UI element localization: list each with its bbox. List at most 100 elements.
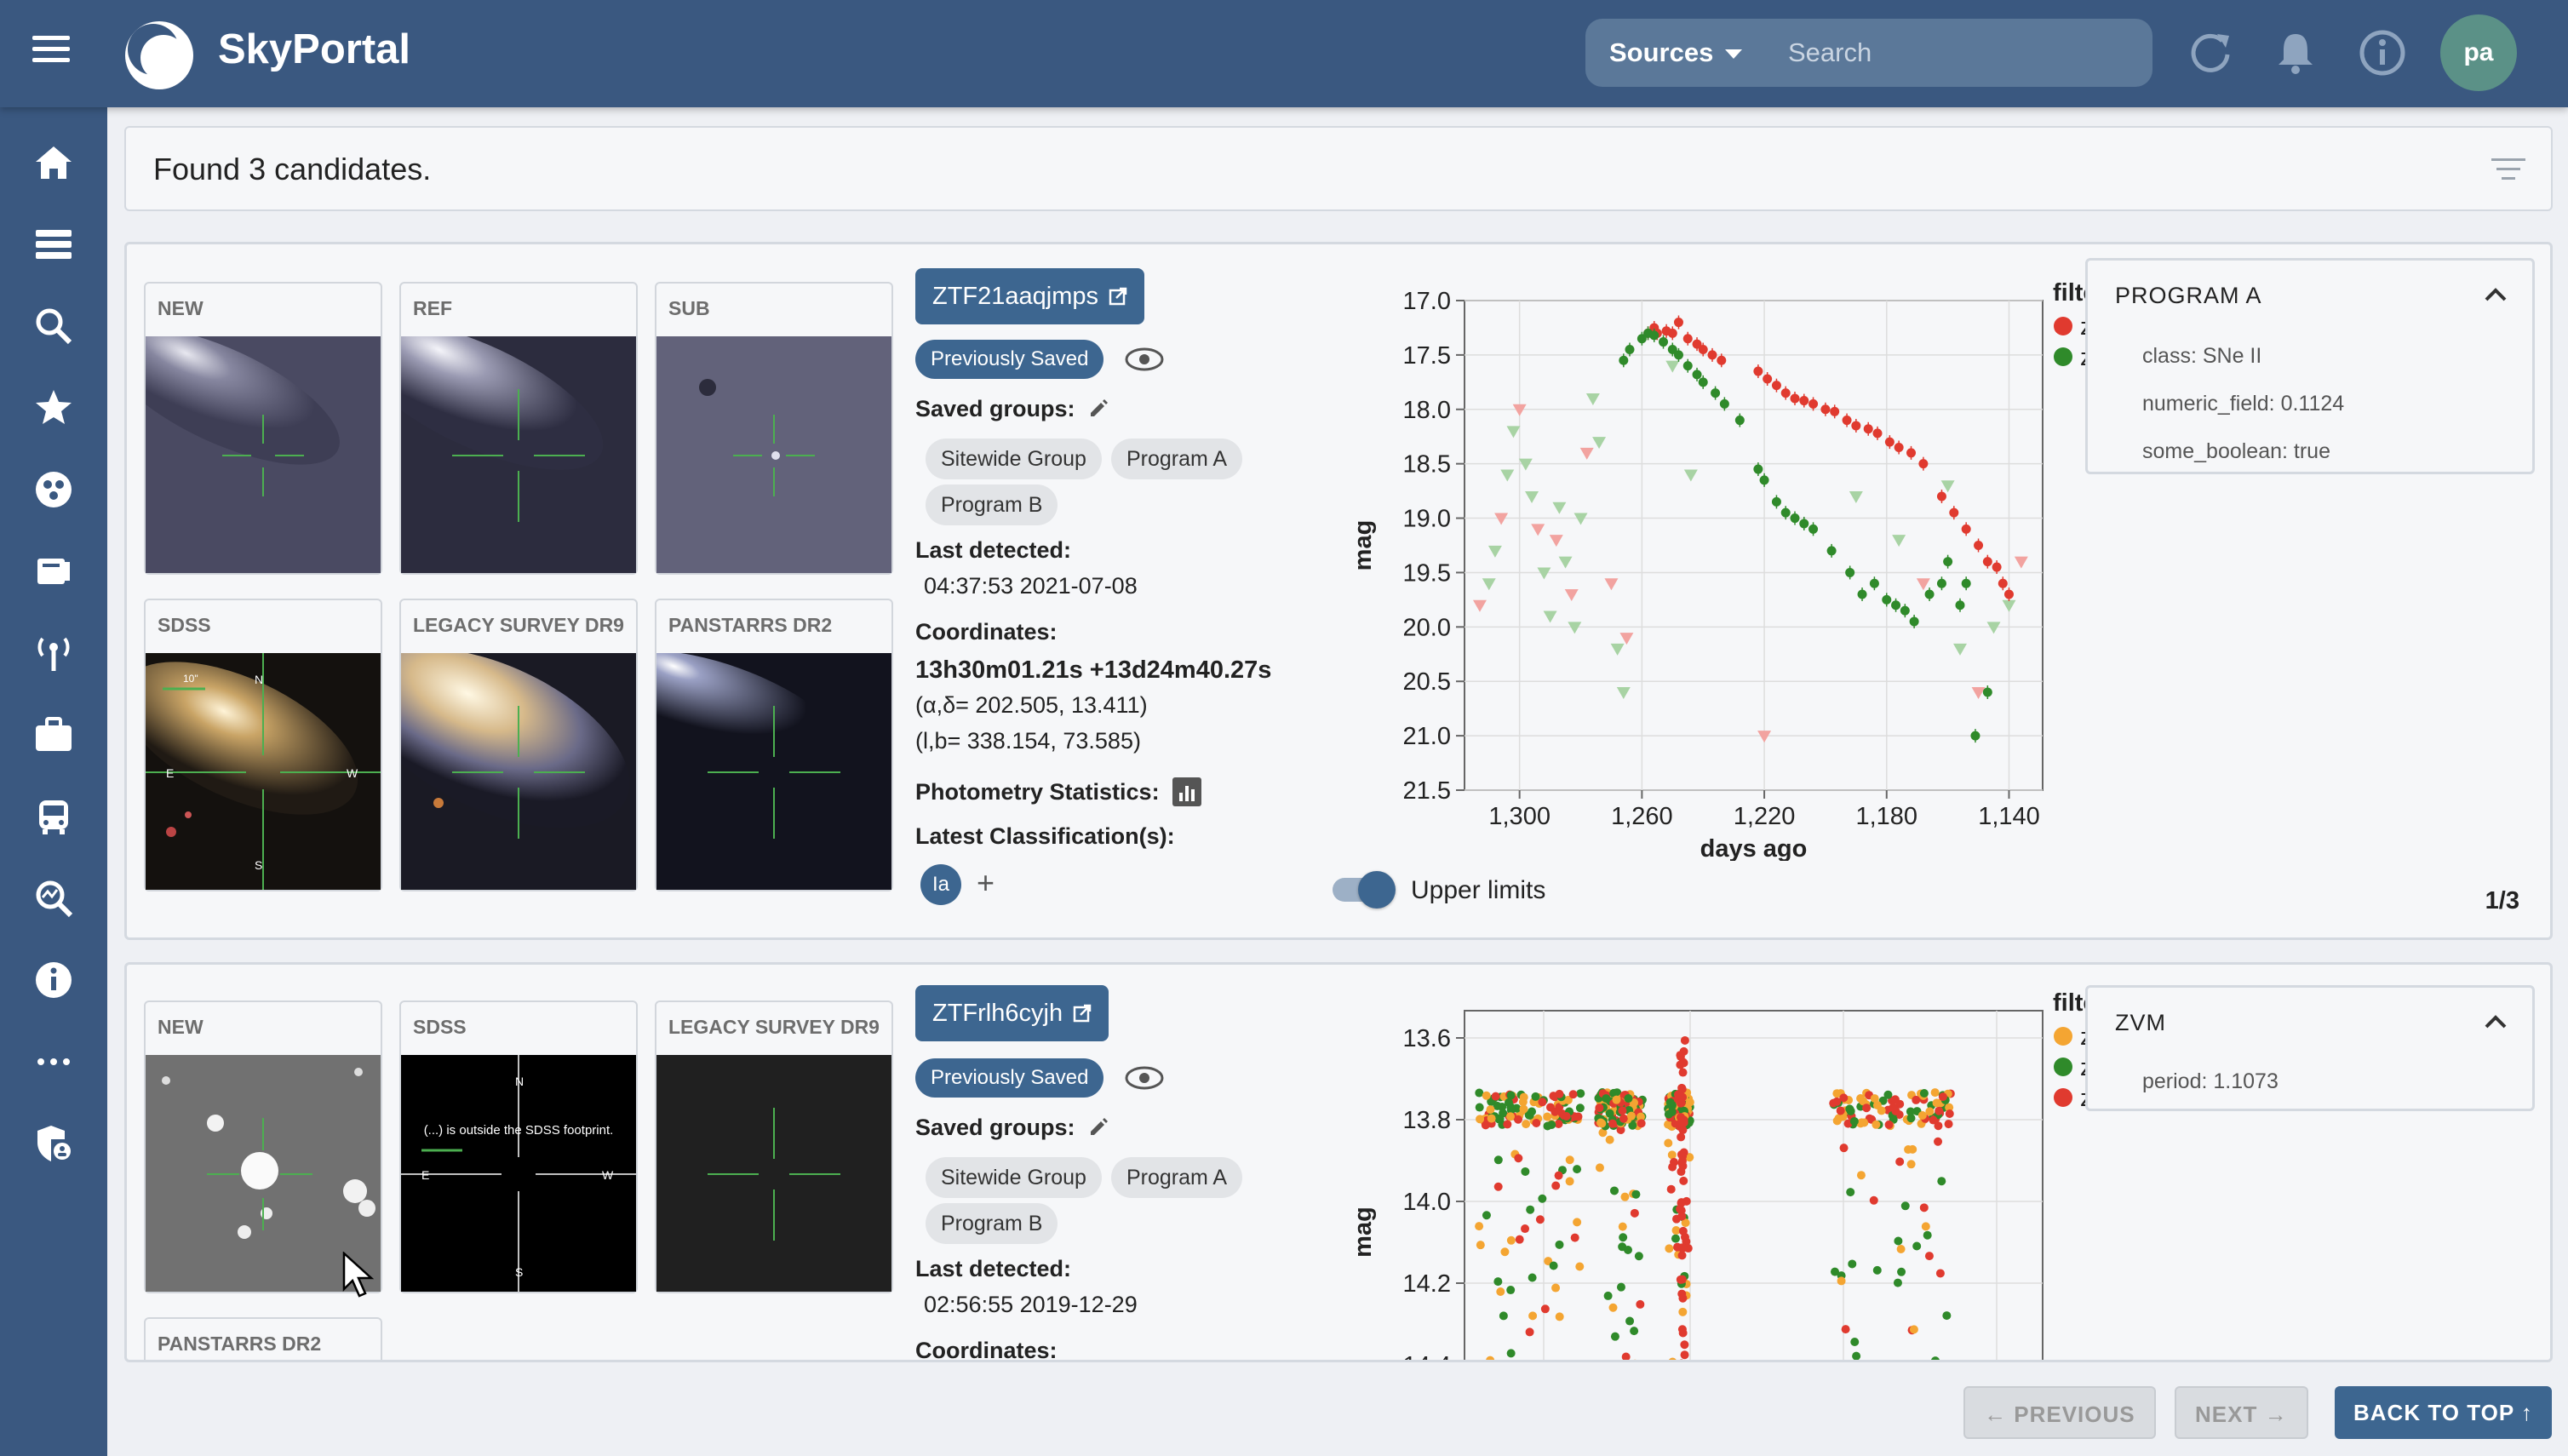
photometry-point [1832, 1097, 1842, 1106]
photometry-point [1630, 1208, 1639, 1218]
light-curve-chart[interactable]: 13.613.814.014.214.4magfilterztfiztfgztf… [1298, 985, 2167, 1362]
observing-antenna-icon[interactable] [32, 632, 75, 674]
instruments-briefcase-icon[interactable] [32, 714, 75, 756]
add-classification-plus-icon[interactable]: + [977, 865, 995, 900]
chevron-up-icon[interactable] [2483, 286, 2508, 303]
thumbnail-image[interactable] [401, 653, 636, 890]
ztfg-point [1869, 578, 1879, 588]
thumbnail-label: SDSS [413, 1016, 467, 1038]
classification-chip[interactable]: Ia [920, 864, 961, 905]
app-title[interactable]: SkyPortal [218, 26, 411, 72]
object-id-button[interactable]: ZTF21aaqjmps [915, 268, 1145, 324]
ztfg-point [1771, 496, 1781, 507]
photometry-point [1678, 1126, 1688, 1135]
analysis-search-icon[interactable] [32, 877, 75, 920]
coordinates-label: Coordinates: [915, 1338, 1058, 1362]
thumbnail-label: PANSTARRS DR2 [668, 614, 833, 636]
about-info-icon[interactable] [32, 959, 75, 1001]
home-icon[interactable] [32, 141, 75, 184]
y-tick-label: 13.8 [1403, 1107, 1451, 1134]
photometry-point [1677, 1156, 1687, 1166]
search-type-dropdown[interactable]: Sources [1609, 37, 1743, 68]
upper-limit-marker [1683, 469, 1698, 482]
photometry-point [1679, 1359, 1683, 1360]
search-icon[interactable] [32, 305, 75, 347]
upper-limits-toggle[interactable] [1329, 871, 1396, 909]
photometry-point [1665, 1244, 1674, 1253]
skyportal-logo[interactable] [121, 15, 198, 92]
notifications-icon[interactable] [2268, 26, 2323, 80]
photometry-point [1678, 1361, 1687, 1362]
thumbnail-image[interactable] [146, 1055, 381, 1292]
photometry-point [1830, 1267, 1839, 1276]
y-tick-label: 17.0 [1403, 288, 1451, 315]
group-chip: Program B [926, 1203, 1058, 1244]
filter-list-icon[interactable] [2491, 158, 2525, 186]
photometry-point [1836, 1106, 1845, 1115]
annotation-program-title: ZVM [2115, 1010, 2166, 1035]
edit-groups-pencil-icon[interactable] [1087, 1116, 1109, 1138]
photometry-point [1889, 1103, 1898, 1112]
photometry-point [1872, 1101, 1882, 1110]
photometry-point [1665, 1098, 1675, 1107]
shuttle-bus-icon[interactable] [32, 795, 75, 838]
photometry-point [1846, 1106, 1855, 1115]
photometry-point [1945, 1109, 1954, 1118]
object-id-button[interactable]: ZTFrlh6cyjh [915, 985, 1109, 1041]
edit-groups-pencil-icon[interactable] [1087, 398, 1109, 420]
photometry-point [1856, 1171, 1866, 1180]
photometry-point [1906, 1114, 1916, 1123]
photometry-point [1526, 1205, 1535, 1214]
y-tick-label: 13.6 [1403, 1025, 1451, 1052]
photometry-point [1500, 1247, 1510, 1257]
admin-shield-icon[interactable] [32, 1122, 75, 1165]
photometry-point [1491, 1092, 1500, 1101]
ztfg-point [1900, 605, 1910, 616]
info-icon[interactable] [2355, 26, 2410, 80]
search-input[interactable] [1788, 31, 2129, 75]
light-curve-chart[interactable]: 17.0 17.5 18.0 18.5 19.0 19.5 20.0 20.5 21.0 21.5… [1298, 265, 2167, 861]
news-feed-icon[interactable] [32, 550, 75, 593]
chevron-up-icon[interactable] [2483, 1013, 2508, 1030]
ztfg-point [1659, 337, 1669, 347]
y-tick-label: 21.5 [1403, 777, 1451, 805]
photometry-point [1676, 1275, 1685, 1284]
visibility-eye-icon[interactable] [1125, 1065, 1164, 1091]
previous-button[interactable]: ← PREVIOUS [1963, 1386, 2156, 1439]
groups-icon[interactable] [32, 468, 75, 511]
user-avatar[interactable]: pa [2440, 14, 2517, 91]
photometry-point [1680, 1035, 1689, 1045]
thumbnail-image[interactable] [401, 336, 636, 573]
thumbnail-image[interactable] [656, 336, 891, 573]
thumbnail-image[interactable] [656, 1055, 891, 1292]
bar-chart-icon[interactable] [1172, 777, 1201, 806]
sources-list-icon[interactable] [32, 223, 75, 266]
ztfg-point [1682, 361, 1693, 371]
photometry-point [1493, 1182, 1503, 1191]
thumbnail-image[interactable]: N S E W 10" [146, 653, 381, 890]
menu-icon[interactable] [32, 36, 70, 70]
photometry-point [1677, 1212, 1687, 1221]
ztfr-point [1753, 366, 1763, 376]
refresh-icon[interactable] [2183, 26, 2238, 80]
thumbnail-image[interactable] [656, 653, 891, 890]
thumbnail-image[interactable]: N S E W (...) is outside the SDSS footprint… [401, 1055, 636, 1292]
upper-limit-marker [1585, 393, 1600, 405]
photometry-point [1906, 1160, 1916, 1169]
group-chip: Program A [1111, 439, 1243, 479]
ztfr-point [1771, 381, 1781, 391]
back-to-top-button[interactable]: BACK TO TOP ↑ [2335, 1386, 2552, 1439]
photometry-point [1616, 1125, 1625, 1134]
next-button[interactable]: NEXT → [2175, 1386, 2308, 1439]
photometry-point [1677, 1251, 1687, 1260]
favorites-star-icon[interactable] [32, 387, 75, 429]
photometry-point [1938, 1092, 1947, 1102]
photometry-point [1605, 1135, 1614, 1144]
visibility-eye-icon[interactable] [1125, 347, 1164, 372]
thumbnail-image[interactable] [146, 336, 381, 573]
photometry-point [1551, 1181, 1561, 1190]
upper-limit-marker [1757, 731, 1772, 743]
photometry-point [1493, 1277, 1503, 1287]
more-dots-icon[interactable] [32, 1040, 75, 1083]
latest-classification-label: Latest Classification(s): [915, 823, 1175, 849]
